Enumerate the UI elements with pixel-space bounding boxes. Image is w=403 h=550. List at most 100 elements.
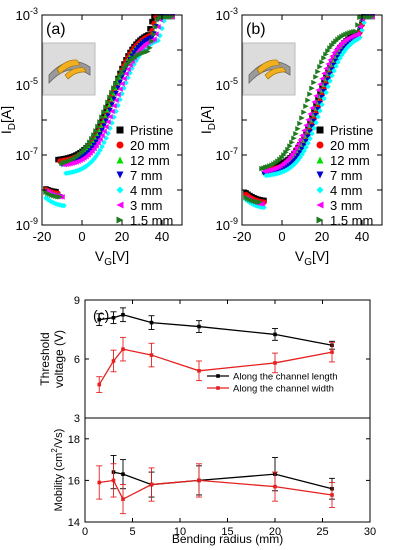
data-marker — [289, 151, 295, 157]
threshold-series-0 — [96, 307, 335, 350]
y-tick-label: 3 — [74, 413, 80, 425]
data-marker — [317, 64, 323, 70]
x-axis-title-main: V — [95, 248, 105, 264]
data-marker — [101, 123, 107, 129]
data-marker — [127, 62, 133, 68]
data-marker — [111, 85, 117, 91]
y-axis-title-main: Mobility (cm — [53, 453, 65, 512]
data-marker — [307, 135, 313, 142]
data-point — [149, 353, 154, 357]
data-marker — [329, 72, 335, 79]
data-marker — [297, 137, 303, 143]
legend-marker — [116, 156, 124, 164]
series-line — [99, 479, 333, 500]
data-marker — [323, 51, 329, 58]
y-tick-label: 14 — [68, 517, 80, 529]
data-marker — [307, 129, 313, 136]
data-marker — [301, 109, 307, 115]
mobility-series-1 — [96, 463, 335, 515]
x-axis-title-sub: G — [304, 257, 312, 268]
inset-electrode — [264, 67, 287, 80]
y-axis-title-unit: [A] — [0, 106, 14, 123]
legend-label: 4 mm — [330, 183, 363, 198]
y-tick-base: 10 — [16, 218, 30, 233]
transfer-panel-a: -200204010-310-510-710-9VG[V]ID[A](a)Pri… — [0, 6, 183, 268]
data-marker — [105, 99, 111, 105]
y-tick-exponent: -3 — [230, 6, 238, 16]
data-marker — [315, 107, 321, 113]
data-marker — [149, 38, 155, 44]
data-marker — [305, 140, 311, 146]
data-marker — [109, 89, 115, 96]
data-marker — [291, 148, 297, 154]
y-tick-base: 10 — [16, 8, 30, 23]
legend-label: 1.5 mm — [130, 213, 173, 228]
data-marker — [321, 55, 327, 61]
data-marker — [309, 124, 315, 130]
data-marker — [283, 149, 289, 156]
y-axis-title-main: I — [198, 130, 214, 134]
data-marker — [313, 119, 319, 126]
data-marker — [321, 95, 327, 102]
plot-frame — [84, 299, 371, 419]
y-tick-label: 16 — [68, 475, 80, 487]
legend-label: 7 mm — [130, 168, 163, 183]
data-marker — [113, 80, 119, 87]
legend-marker — [316, 201, 324, 209]
threshold-series-1 — [96, 336, 335, 393]
data-marker — [323, 65, 329, 72]
data-marker — [103, 123, 109, 130]
data-marker — [113, 90, 119, 97]
data-point — [273, 361, 277, 365]
data-marker — [103, 104, 109, 110]
data-marker — [335, 59, 341, 65]
data-series-group — [243, 14, 375, 211]
data-marker — [97, 132, 103, 138]
series-line — [99, 314, 333, 346]
y-tick-label: 10-7 — [16, 146, 38, 163]
x-axis-title-unit: [V] — [112, 248, 129, 264]
data-marker — [293, 130, 299, 137]
data-marker — [303, 144, 309, 150]
data-marker — [105, 119, 111, 125]
data-marker — [301, 148, 307, 154]
x-tick-label: 20 — [115, 229, 129, 244]
data-marker — [281, 152, 287, 158]
data-marker — [299, 132, 305, 139]
data-marker — [295, 153, 301, 159]
mobility-threshold-panel: 3 6 9 Thresholdvoltage (V) (c) Along the chan… — [38, 295, 376, 546]
data-marker — [93, 143, 99, 149]
x-tick-label: 40 — [355, 229, 369, 244]
legend-marker — [316, 216, 324, 224]
data-point — [197, 478, 201, 483]
data-marker — [311, 118, 317, 125]
data-marker — [299, 115, 305, 121]
y-tick-exponent: -9 — [30, 216, 38, 226]
data-marker — [315, 68, 321, 75]
data-marker — [259, 201, 265, 207]
data-marker — [313, 74, 319, 80]
inset-electrode — [256, 59, 281, 75]
data-marker — [293, 145, 299, 151]
data-marker — [333, 63, 339, 69]
x-tick-label: 5 — [129, 526, 135, 538]
x-axis-title-main: V — [295, 248, 305, 264]
legend-marker — [116, 201, 124, 209]
data-marker — [115, 91, 121, 98]
x-tick-label: -20 — [33, 229, 52, 244]
y-tick-base: 10 — [216, 78, 230, 93]
legend-marker — [316, 171, 324, 179]
y-tick-base: 10 — [216, 148, 230, 163]
data-marker — [91, 145, 97, 152]
y-axis-title-line1: Threshold — [38, 332, 52, 385]
legend-marker — [116, 126, 124, 134]
data-marker — [315, 87, 321, 93]
x-tick-label: 0 — [78, 229, 85, 244]
data-marker — [117, 73, 123, 79]
data-marker — [99, 132, 105, 139]
data-marker — [307, 111, 313, 117]
data-marker — [303, 103, 309, 110]
